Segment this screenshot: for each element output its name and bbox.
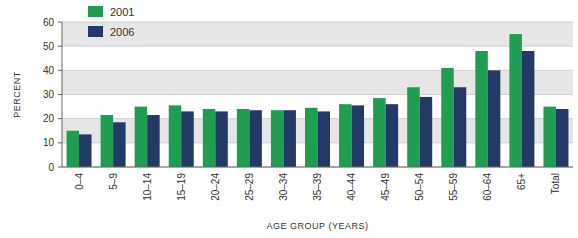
bar bbox=[339, 104, 352, 167]
bar bbox=[147, 115, 160, 167]
y-axis-title: PERCENT bbox=[12, 71, 22, 118]
bar bbox=[373, 98, 386, 167]
bar bbox=[101, 115, 114, 167]
tick-mark bbox=[58, 167, 62, 168]
tick-mark bbox=[58, 46, 62, 47]
tick-label: 25–29 bbox=[244, 173, 255, 201]
bar bbox=[556, 109, 569, 167]
bar bbox=[318, 111, 331, 167]
tick-label: 35–39 bbox=[312, 173, 323, 201]
bar bbox=[215, 111, 228, 167]
legend-swatch bbox=[88, 6, 103, 17]
tick-label: 20–24 bbox=[210, 173, 221, 201]
bar bbox=[386, 104, 399, 167]
bars bbox=[67, 34, 569, 167]
tick-label: 50–54 bbox=[414, 173, 425, 201]
bar bbox=[203, 109, 216, 167]
tick-label: 0–4 bbox=[74, 173, 85, 190]
bar bbox=[305, 108, 318, 167]
bar bbox=[441, 68, 454, 167]
tick-label: 10 bbox=[43, 137, 55, 148]
bar bbox=[543, 107, 556, 167]
tick-mark bbox=[58, 94, 62, 95]
tick-mark bbox=[58, 142, 62, 143]
legend-label: 2006 bbox=[110, 26, 134, 38]
bar bbox=[67, 131, 80, 167]
bar bbox=[420, 97, 433, 167]
tick-label: 0 bbox=[48, 162, 54, 173]
tick-label: 30–34 bbox=[278, 173, 289, 201]
bar bbox=[181, 111, 194, 167]
bar bbox=[79, 134, 92, 167]
tick-label: 55–59 bbox=[448, 173, 459, 201]
tick-label: 60 bbox=[43, 17, 55, 28]
x-axis bbox=[62, 167, 573, 168]
bar bbox=[352, 105, 365, 167]
tick-label: 65+ bbox=[516, 173, 527, 190]
tick-label: 45–49 bbox=[380, 173, 391, 201]
bar bbox=[488, 70, 501, 167]
bar bbox=[522, 51, 535, 167]
legend-label: 2001 bbox=[110, 6, 134, 18]
bar bbox=[283, 110, 296, 167]
bar bbox=[454, 87, 467, 167]
grid-line bbox=[62, 167, 573, 168]
grid-band bbox=[62, 22, 573, 46]
tick-label: 20 bbox=[43, 113, 55, 124]
bar bbox=[271, 110, 284, 167]
legend-swatch bbox=[88, 26, 103, 37]
tick-label: 60–64 bbox=[482, 173, 493, 201]
grid-line bbox=[62, 22, 573, 23]
grid-line bbox=[62, 46, 573, 47]
tick-label: 10–14 bbox=[142, 173, 153, 201]
chart: 0 10 20 30 40 50 60 0–4 5–9 10–14 15–19 20–24 25–29 3… bbox=[0, 0, 578, 238]
bar bbox=[135, 107, 148, 167]
bar bbox=[407, 87, 420, 167]
tick-label: 40–44 bbox=[346, 173, 357, 201]
tick-label: 30 bbox=[43, 89, 55, 100]
bar bbox=[249, 110, 262, 167]
bar bbox=[509, 34, 522, 167]
bar bbox=[475, 51, 488, 167]
tick-mark bbox=[58, 70, 62, 71]
tick-label: 40 bbox=[43, 65, 55, 76]
tick-label: Total bbox=[550, 173, 561, 194]
bar bbox=[113, 122, 126, 167]
tick-label: 50 bbox=[43, 41, 55, 52]
tick-mark bbox=[58, 22, 62, 23]
bar bbox=[169, 105, 182, 167]
x-axis-title: AGE GROUP (YEARS) bbox=[267, 221, 369, 231]
y-axis bbox=[62, 22, 63, 167]
tick-label: 5–9 bbox=[108, 173, 119, 190]
tick-mark bbox=[58, 118, 62, 119]
tick-label: 15–19 bbox=[176, 173, 187, 201]
bar bbox=[237, 109, 250, 167]
